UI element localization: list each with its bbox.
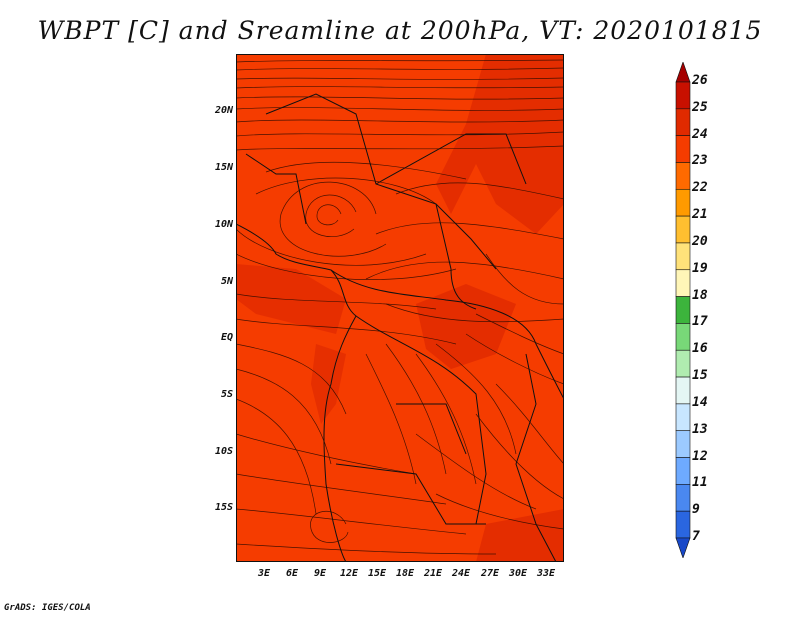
lon-label: 27E [480, 568, 500, 579]
colorbar [675, 62, 691, 558]
colorbar-label: 9 [692, 502, 700, 518]
colorbar-label: 16 [692, 341, 708, 357]
colorbar-segment [675, 81, 691, 110]
lon-label: 24E [451, 568, 471, 579]
warm-region-west [236, 264, 346, 334]
colorbar-label: 22 [692, 180, 708, 196]
colorbar-label: 14 [692, 394, 708, 410]
lat-label: 5N [220, 276, 233, 287]
lon-label: 12E [339, 568, 359, 579]
colorbar-label: 21 [692, 207, 708, 223]
colorbar-segment [675, 188, 691, 217]
lat-label: EQ [220, 332, 233, 343]
warm-region-channel [311, 344, 346, 424]
lon-label: 30E [508, 568, 528, 579]
colorbar-segment [675, 430, 691, 458]
colorbar-segment [675, 457, 691, 485]
colorbar-label: 25 [692, 99, 708, 115]
colorbar-segment [675, 108, 691, 136]
colorbar-segment [675, 403, 691, 432]
lon-label: 3E [257, 568, 271, 579]
map-plot [236, 54, 564, 562]
colorbar-label: 19 [692, 260, 708, 276]
colorbar-segment [675, 537, 691, 558]
colorbar-segment [675, 269, 691, 297]
colorbar-label: 26 [692, 73, 708, 88]
lon-label: 6E [285, 568, 299, 579]
colorbar-segment [675, 135, 691, 163]
colorbar-label: 18 [692, 287, 708, 303]
colorbar-label: 11 [692, 475, 708, 491]
colorbar-segment [675, 215, 691, 244]
lon-label: 18E [395, 568, 415, 579]
colorbar-label: 20 [692, 233, 708, 249]
lat-label: 20N [214, 105, 233, 116]
colorbar-segment [675, 296, 691, 324]
lon-label: 9E [313, 568, 327, 579]
colorbar-label: 12 [692, 448, 708, 464]
colorbar-label: 17 [692, 314, 708, 330]
colorbar-segment [675, 162, 691, 190]
colorbar-label: 15 [692, 368, 708, 384]
credit-text: GrADS: IGES/COLA [4, 603, 91, 613]
colorbar-segment [675, 62, 691, 83]
lat-label: 15S [214, 502, 233, 513]
lat-label: 10S [214, 446, 233, 457]
colorbar-label: 7 [692, 529, 700, 544]
streamlines [236, 59, 564, 555]
colorbar-segment [675, 349, 691, 378]
warm-region-south [476, 509, 564, 562]
colorbar-label: 13 [692, 421, 708, 437]
chart-title: WBPT [C] and Sreamline at 200hPa, VT: 20… [37, 16, 763, 45]
lon-label: 21E [423, 568, 443, 579]
coastlines-borders [236, 93, 564, 562]
lat-label: 10N [214, 219, 233, 230]
lat-label: 5S [220, 389, 233, 400]
colorbar-segment [675, 323, 691, 351]
colorbar-segment [675, 484, 691, 512]
colorbar-label: 24 [692, 126, 708, 142]
lat-label: 15N [214, 162, 233, 173]
colorbar-label: 23 [692, 153, 708, 169]
colorbar-segment [675, 510, 691, 539]
lon-label: 15E [367, 568, 387, 579]
colorbar-segment [675, 242, 691, 271]
colorbar-segment [675, 376, 691, 405]
lon-label: 33E [536, 568, 556, 579]
